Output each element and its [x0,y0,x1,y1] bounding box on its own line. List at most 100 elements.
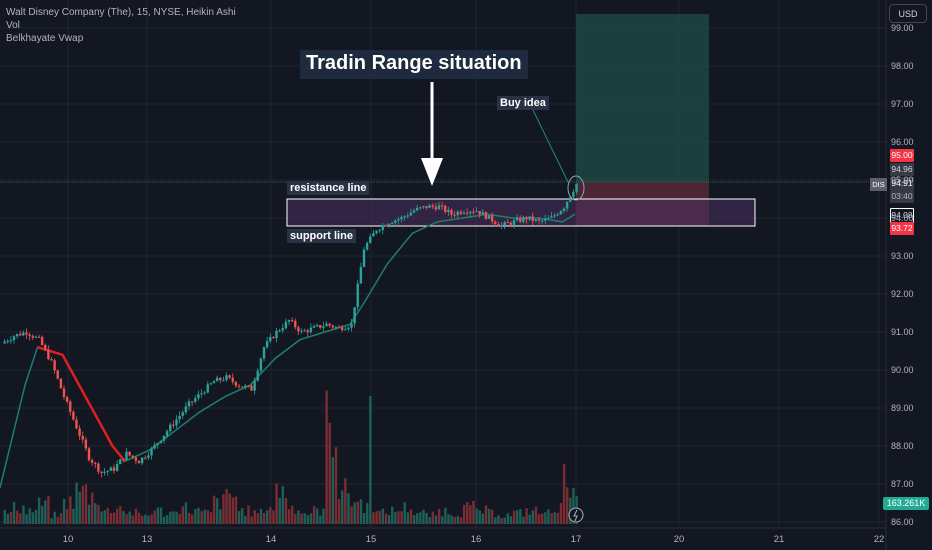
candle-body [181,412,184,416]
volume-bar [25,514,28,524]
candle-body [481,212,484,215]
candle-body [350,323,353,328]
candle-body [97,463,100,472]
candle-body [347,327,350,330]
volume-bar [525,508,528,524]
candle-body [175,419,178,426]
candle-body [490,215,494,222]
volume-bar [59,513,63,524]
candle-body [512,220,516,225]
candle-body [519,218,522,222]
candle-body [353,307,356,324]
volume-bar [475,508,478,524]
volume-bar [466,502,469,524]
candle-body [284,321,288,329]
candle-body [225,375,228,381]
candle-body [509,222,513,225]
candle-body [194,398,197,402]
volume-indicator-label[interactable]: Vol [6,20,20,31]
currency-button[interactable]: USD [889,4,927,23]
volume-bar [91,492,94,524]
volume-bar [341,490,344,524]
candle-body [528,216,531,220]
volume-bar [166,514,169,524]
candle-body [559,210,563,215]
buy-idea-annotation[interactable]: Buy idea [497,96,549,110]
candle-body [309,327,313,333]
y-tick-label: 89.00 [891,403,914,413]
candle-body [44,345,47,350]
candle-body [447,209,450,212]
candle-body [203,392,206,394]
candle-body [500,225,503,227]
candle-body [134,457,138,461]
volume-bar [422,509,425,524]
candle-body [550,216,553,218]
candle-body [31,336,34,338]
y-tick-label: 98.00 [891,61,914,71]
volume-bar [219,509,222,524]
candle-body [150,448,153,456]
candle-body [419,207,422,209]
candle-body [487,215,491,219]
volume-bar [334,447,338,524]
ticker-tag[interactable]: DIS [870,178,887,191]
candle-body [197,394,200,399]
candle-body [3,341,6,344]
volume-bar [431,511,435,524]
candle-body [465,212,469,214]
y-tick-label: 92.00 [891,289,914,299]
volume-bar [300,513,303,524]
candle-body [131,455,134,458]
candle-body [112,467,116,471]
candle-body [256,370,259,381]
candle-body [259,358,263,371]
volume-bar [381,508,385,524]
vwap-indicator-label[interactable]: Belkhayate Vwap [6,33,84,44]
resistance-annotation[interactable]: resistance line [287,181,370,195]
volume-bar [497,515,500,524]
volume-bar [184,502,188,524]
volume-bar [494,517,497,524]
volume-bar [337,499,341,524]
volume-bar [387,515,391,524]
candle-body [556,214,559,216]
candle-body [253,380,256,391]
volume-bar [47,496,50,524]
y-tick-label: 93.00 [891,251,914,261]
volume-bar [134,508,138,524]
candle-body [406,215,409,217]
volume-bar [541,513,544,524]
candle-body [278,330,281,332]
support-annotation[interactable]: support line [287,229,356,243]
volume-bar [197,507,200,524]
volume-bar [328,422,331,524]
trading-range-box[interactable] [286,198,756,227]
volume-bar [244,515,247,524]
volume-bar [69,496,72,524]
volume-bar [372,512,375,524]
candle-body [228,375,231,378]
volume-bar [53,511,56,524]
grid [0,0,886,528]
volume-bar [500,518,503,524]
volume-bar [491,509,494,524]
volume-bar [281,486,285,524]
x-tick-label: 10 [62,534,74,545]
volume-bar [366,502,369,524]
buy-arrow [532,109,569,183]
symbol-info[interactable]: Walt Disney Company (The), 15, NYSE, Hei… [6,7,236,18]
candle-body [78,428,81,436]
volume-bar [122,511,125,524]
candle-body [40,336,44,346]
volume-bar [194,509,197,524]
x-tick-label: 15 [365,534,377,545]
volume-bar [572,488,575,524]
volume-bar [544,512,547,524]
headline-annotation[interactable]: Tradin Range situation [300,50,528,79]
candle-body [206,384,209,393]
volume-bar [231,497,235,524]
candle-body [378,230,381,232]
lightning-icon[interactable] [568,507,584,523]
